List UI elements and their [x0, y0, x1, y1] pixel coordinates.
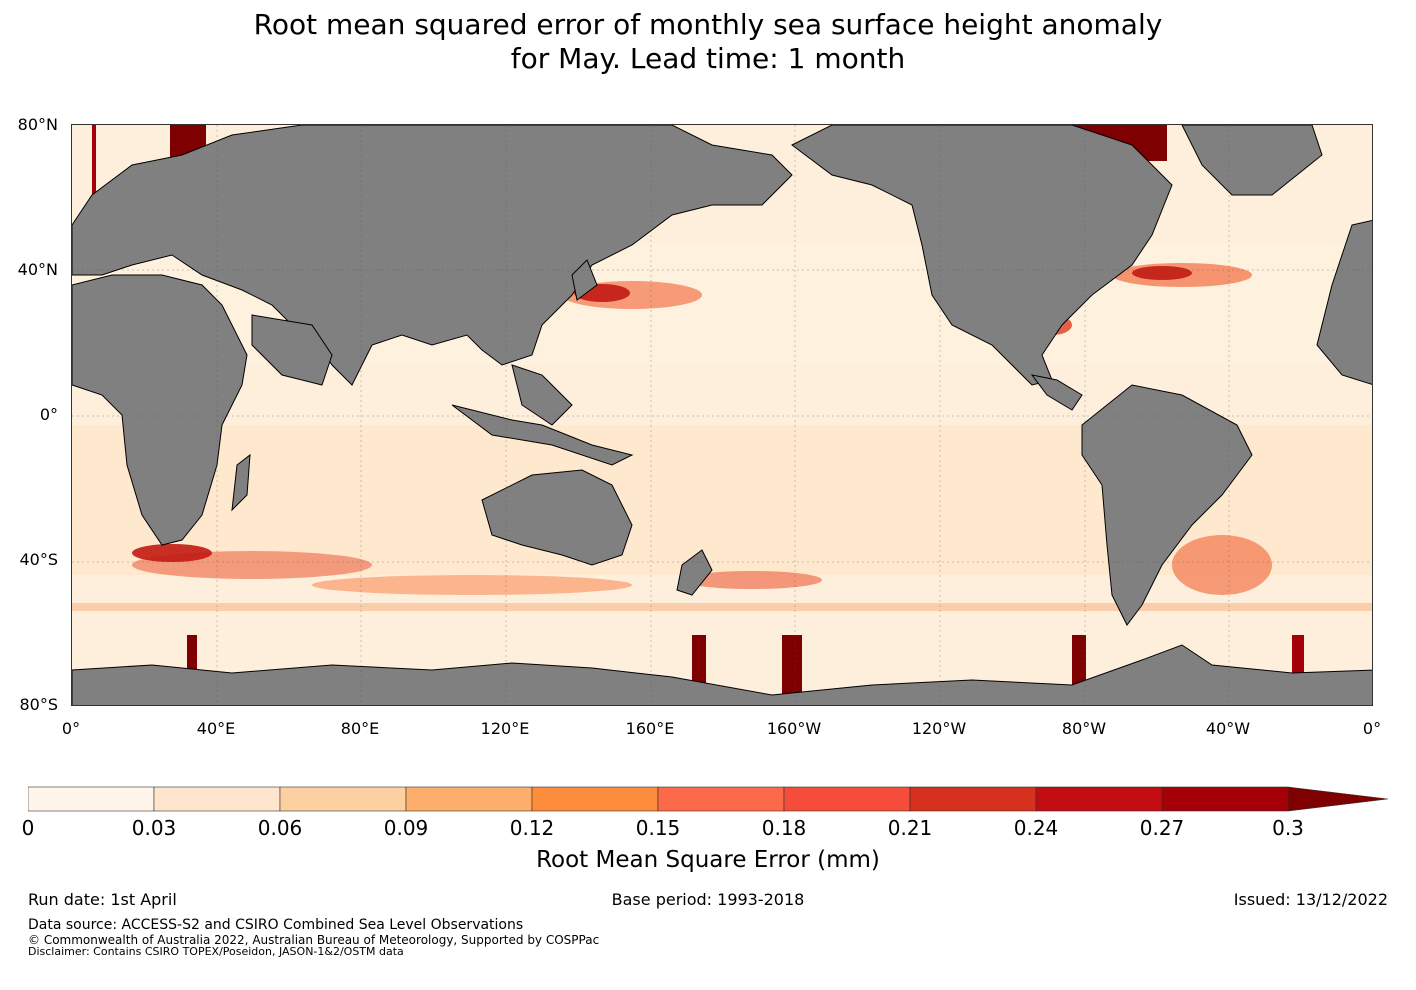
iceland-uk-region [1316, 219, 1372, 385]
colorbar-segment [153, 786, 281, 812]
australia [481, 469, 633, 566]
lat-label-40n: 40°N [17, 260, 58, 279]
agulhas-core [132, 544, 212, 562]
colorbar-tick: 0.24 [1013, 816, 1059, 840]
lon-label-40e: 40°E [196, 719, 236, 738]
lon-label-80e: 80°E [340, 719, 380, 738]
lon-label-0-right: 0° [1362, 719, 1382, 738]
colorbar-extend-arrow [1287, 786, 1388, 812]
lat-label-80n: 80°N [17, 115, 58, 134]
lon-label-80w: 80°W [1061, 719, 1107, 738]
colorbar-segment [1035, 786, 1163, 812]
antarctic-streak [692, 635, 706, 695]
colorbar-segment [657, 786, 785, 812]
brazil-malvinas-zone [1172, 535, 1272, 595]
antarctica [72, 644, 1372, 705]
colorbar-segment [405, 786, 533, 812]
colorbar-segment [783, 786, 911, 812]
acc-indian-zone [312, 575, 632, 595]
colorbar-segment [28, 786, 155, 812]
graticule [72, 125, 1372, 705]
greenland [1181, 125, 1323, 196]
colorbar-segments [28, 786, 1388, 812]
colorbar-tick: 0.03 [131, 816, 177, 840]
arctic-streak [92, 125, 96, 195]
gulf-stream-core [1132, 266, 1192, 280]
world-map [72, 125, 1372, 705]
map-title-line1: Root mean squared error of monthly sea s… [253, 8, 1163, 41]
disclaimer: Disclaimer: Contains CSIRO TOPEX/Poseido… [28, 945, 404, 958]
run-date: Run date: 1st April [28, 890, 177, 909]
colorbar-tick: 0.09 [383, 816, 429, 840]
colorbar-tick: 0.06 [257, 816, 303, 840]
colorbar-segment [279, 786, 407, 812]
data-source: Data source: ACCESS-S2 and CSIRO Combine… [28, 917, 524, 933]
lon-label-160w: 160°W [766, 719, 822, 738]
north-america [791, 125, 1173, 386]
antarctic-streak [1072, 635, 1086, 685]
colorbar-tick: 0.15 [635, 816, 681, 840]
colorbar-segment [531, 786, 659, 812]
colorbar-tick: 0 [21, 816, 35, 840]
map-title-line2: for May. Lead time: 1 month [510, 42, 906, 75]
lon-label-120w: 120°W [911, 719, 967, 738]
colorbar-segment [909, 786, 1037, 812]
colorbar-tick: 0.27 [1139, 816, 1185, 840]
lon-label-160e: 160°E [625, 719, 675, 738]
arabia-india [251, 314, 333, 386]
issued-date: Issued: 13/12/2022 [1233, 890, 1388, 909]
colorbar-tick: 0.18 [761, 816, 807, 840]
africa [72, 274, 248, 546]
indonesia [451, 404, 634, 466]
new-zealand [676, 549, 713, 596]
lat-label-40s: 40°S [19, 550, 58, 569]
lat-label-80s: 80°S [19, 695, 58, 714]
acc-south-band [72, 603, 1372, 611]
colorbar [28, 786, 1388, 812]
antarctic-streak [782, 635, 802, 699]
colorbar-label: Root Mean Square Error (mm) [536, 847, 880, 873]
europe-asia [72, 125, 793, 386]
base-period: Base period: 1993-2018 [611, 890, 805, 909]
lon-label-40w: 40°W [1205, 719, 1251, 738]
colorbar-segment [1161, 786, 1289, 812]
lon-label-120e: 120°E [480, 719, 530, 738]
colorbar-tick: 0.21 [887, 816, 933, 840]
south-america [1081, 384, 1253, 626]
antarctic-streak [187, 635, 197, 677]
southeast-asia [511, 364, 573, 426]
tasman-zone [682, 571, 822, 589]
lon-label-0-left: 0° [61, 719, 81, 738]
copyright: © Commonwealth of Australia 2022, Austra… [28, 933, 600, 947]
colorbar-tick: 0.3 [1272, 816, 1304, 840]
colorbar-tick: 0.12 [509, 816, 555, 840]
madagascar [231, 453, 251, 512]
map-panel [71, 124, 1373, 706]
lat-label-0: 0° [39, 405, 58, 424]
central-america [1030, 374, 1083, 411]
land-masses [72, 125, 1372, 705]
